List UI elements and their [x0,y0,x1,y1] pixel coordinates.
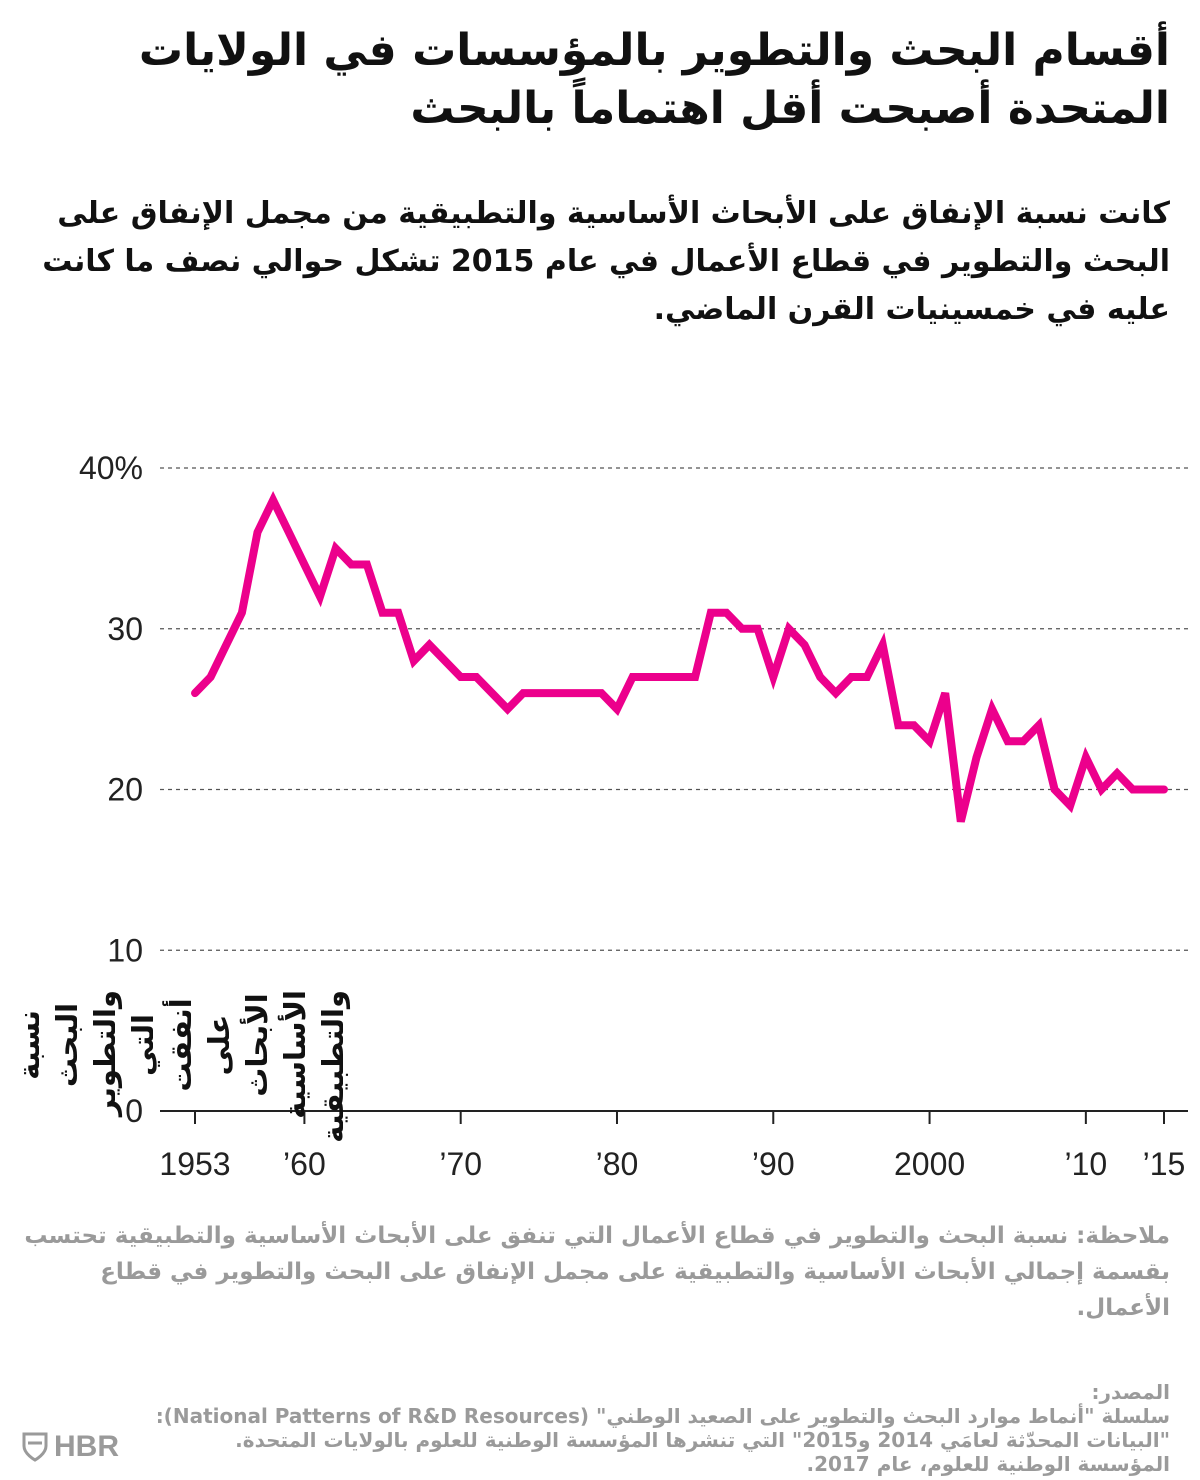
line-chart: 0 10 20 30 40% 1953 ’60 ’70 ’80 ’90 2000 ’10 ’15 [79,450,1188,1182]
x-axis [160,1110,1188,1124]
chart-subtitle: كانت نسبة الإنفاق على الأبحاث الأساسية و… [42,196,1170,327]
y-tick-label: 40% [79,450,143,486]
series-line [191,490,1168,823]
hbr-shield-icon [22,1432,48,1462]
source-line: سلسلة "أنماط موارد البحث والتطوير على ال… [155,1404,1170,1428]
x-tick-label: ’10 [1065,1146,1108,1182]
series-layer [191,490,1168,823]
y-tick-label: 20 [107,772,143,808]
y-tick-label: 10 [107,932,143,968]
source-label: المصدر: [1091,1380,1170,1404]
x-tick-label: ’80 [596,1146,639,1182]
x-tick-label: ’70 [439,1146,482,1182]
x-tick-label: 1953 [159,1146,230,1182]
x-tick-label: ’15 [1143,1146,1186,1182]
source-line: المؤسسة الوطنية للعلوم، عام 2017. [806,1452,1170,1476]
page-title: أقسام البحث والتطوير بالمؤسسات في الولاي… [138,25,1170,134]
y-tick-label: 30 [107,611,143,647]
source-block: المصدر: سلسلة "أنماط موارد البحث والتطوي… [20,1380,1170,1476]
x-tick-label: 2000 [894,1146,965,1182]
y-tick-label: 0 [125,1093,143,1129]
source-line: "البيانات المحدّثة لعامَي 2014 و2015" ال… [235,1428,1170,1452]
grid-lines [160,467,1188,951]
x-tick-label: ’60 [283,1146,326,1182]
chart-note: ملاحظة: نسبة البحث والتطوير في قطاع الأع… [24,1223,1170,1321]
y-axis-label: نسبة البحث والتطوير التي أنفقت على الأبح… [12,990,350,1143]
x-tick-labels: 1953 ’60 ’70 ’80 ’90 2000 ’10 ’15 [159,1146,1185,1182]
y-tick-labels: 0 10 20 30 40% [79,450,143,1129]
logo-text: HBR [54,1430,119,1463]
x-tick-label: ’90 [752,1146,795,1182]
hbr-logo: HBR [22,1430,119,1464]
